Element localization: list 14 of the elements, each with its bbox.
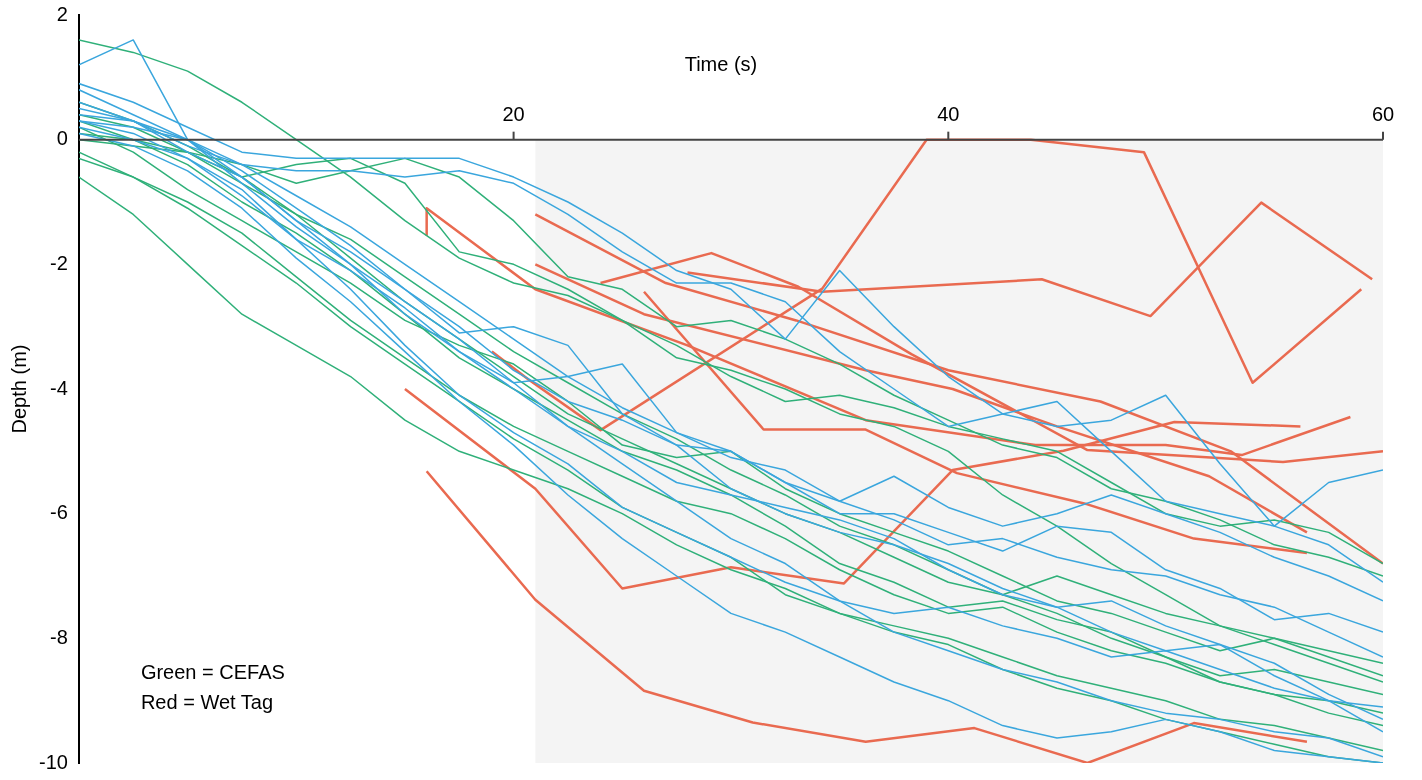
- annotation: Green = CEFAS: [140, 660, 285, 683]
- x-tick-label: 60: [1371, 103, 1395, 126]
- y-tick-label: -6: [50, 501, 68, 524]
- y-tick-label: -4: [50, 376, 68, 399]
- y-tick-label: -8: [50, 625, 68, 648]
- x-tick-label: 40: [937, 103, 960, 126]
- y-tick-label: -10: [39, 750, 68, 773]
- y-axis-title: Depth (m): [7, 344, 30, 434]
- y-tick-label: -2: [50, 251, 68, 274]
- y-tick-label: 2: [56, 2, 68, 25]
- annotation: Red = Wet Tag: [140, 690, 274, 713]
- y-tick-label: 0: [56, 127, 68, 150]
- x-axis-title: Time (s): [684, 53, 758, 76]
- x-tick-label: 20: [502, 103, 525, 126]
